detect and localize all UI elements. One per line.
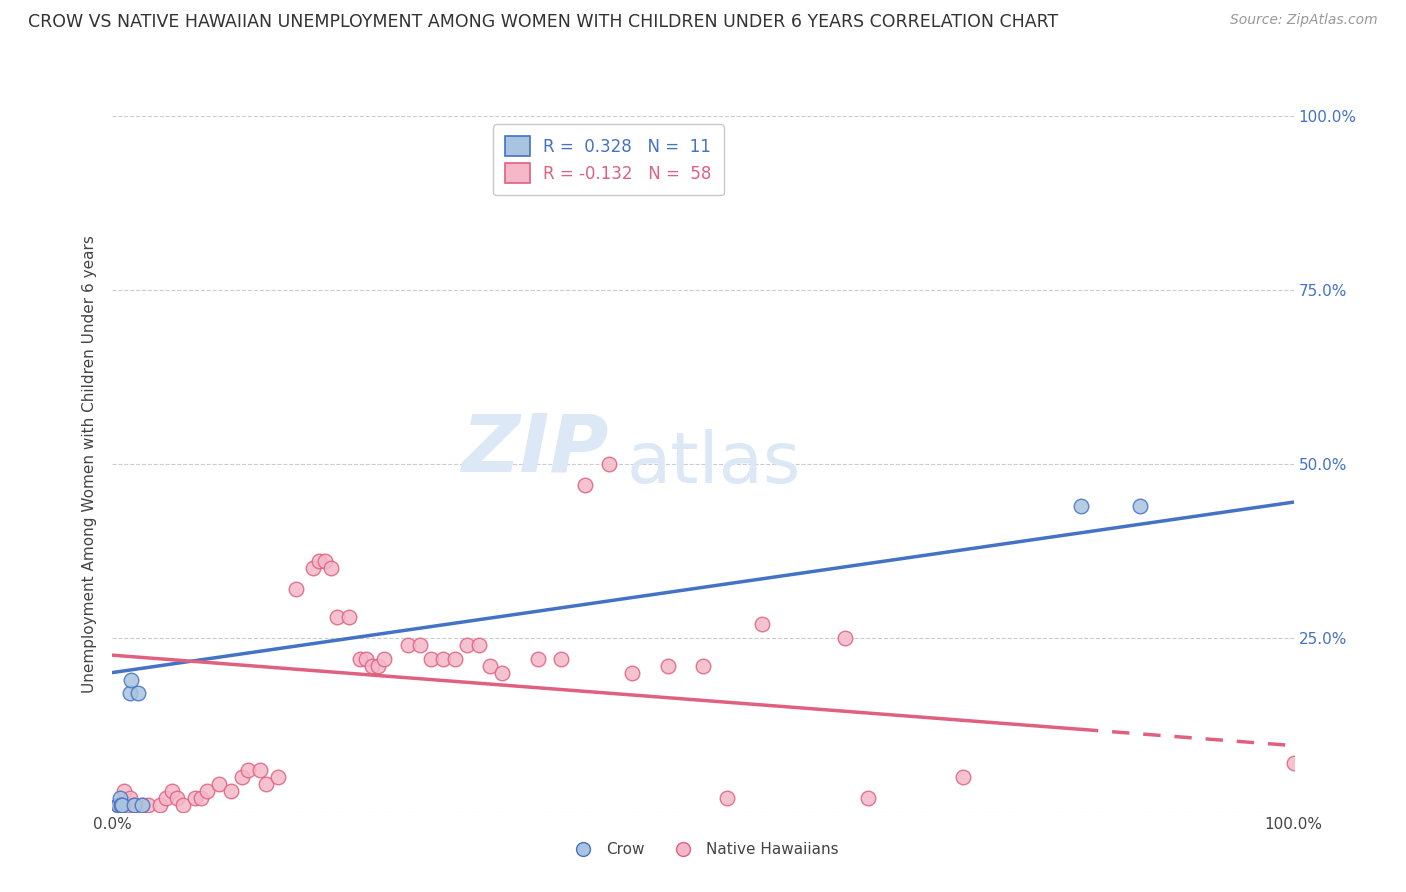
Point [337,610,360,624]
Point [136,797,159,812]
Point [326,610,349,624]
Point [408,638,430,652]
Point [122,797,145,812]
Point [120,790,142,805]
Point [115,797,138,812]
Point [479,658,502,673]
Point [108,790,131,805]
Point [598,457,620,471]
Point [1129,499,1152,513]
Point [107,797,129,812]
Point [1282,756,1305,770]
Point [249,763,271,777]
Point [120,673,142,687]
Text: ZIP: ZIP [461,411,609,489]
Point [108,797,131,812]
Point [657,658,679,673]
Point [155,790,177,805]
Point [526,651,548,665]
Point [166,790,188,805]
Legend: Crow, Native Hawaiians: Crow, Native Hawaiians [561,836,845,863]
Point [219,784,242,798]
Point [149,797,172,812]
Point [692,658,714,673]
Point [112,784,135,798]
Point [120,686,142,700]
Point [284,582,307,596]
Point [254,777,277,791]
Point [621,665,644,680]
Point [367,658,389,673]
Point [1070,499,1092,513]
Point [111,797,134,812]
Point [110,797,132,812]
Point [131,797,153,812]
Text: Source: ZipAtlas.com: Source: ZipAtlas.com [1230,13,1378,28]
Point [208,777,231,791]
Point [110,797,132,812]
Point [231,770,253,784]
Point [834,631,856,645]
Point [160,784,183,798]
Point [574,477,596,491]
Text: atlas: atlas [626,429,800,499]
Point [550,651,572,665]
Point [122,797,145,812]
Point [349,651,371,665]
Point [373,651,395,665]
Point [319,561,342,575]
Point [190,790,212,805]
Point [131,797,153,812]
Text: CROW VS NATIVE HAWAIIAN UNEMPLOYMENT AMONG WOMEN WITH CHILDREN UNDER 6 YEARS COR: CROW VS NATIVE HAWAIIAN UNEMPLOYMENT AMO… [28,13,1059,31]
Point [308,554,330,568]
Point [107,797,129,812]
Point [467,638,489,652]
Point [432,651,454,665]
Point [491,665,513,680]
Point [716,790,738,805]
Point [356,651,378,665]
Point [314,554,336,568]
Point [396,638,419,652]
Point [952,770,974,784]
Y-axis label: Unemployment Among Women with Children Under 6 years: Unemployment Among Women with Children U… [82,235,97,693]
Point [456,638,478,652]
Point [302,561,325,575]
Point [238,763,260,777]
Point [751,616,773,631]
Point [858,790,880,805]
Point [172,797,194,812]
Point [267,770,290,784]
Point [361,658,384,673]
Point [127,686,149,700]
Point [184,790,207,805]
Point [195,784,218,798]
Point [444,651,467,665]
Point [420,651,443,665]
